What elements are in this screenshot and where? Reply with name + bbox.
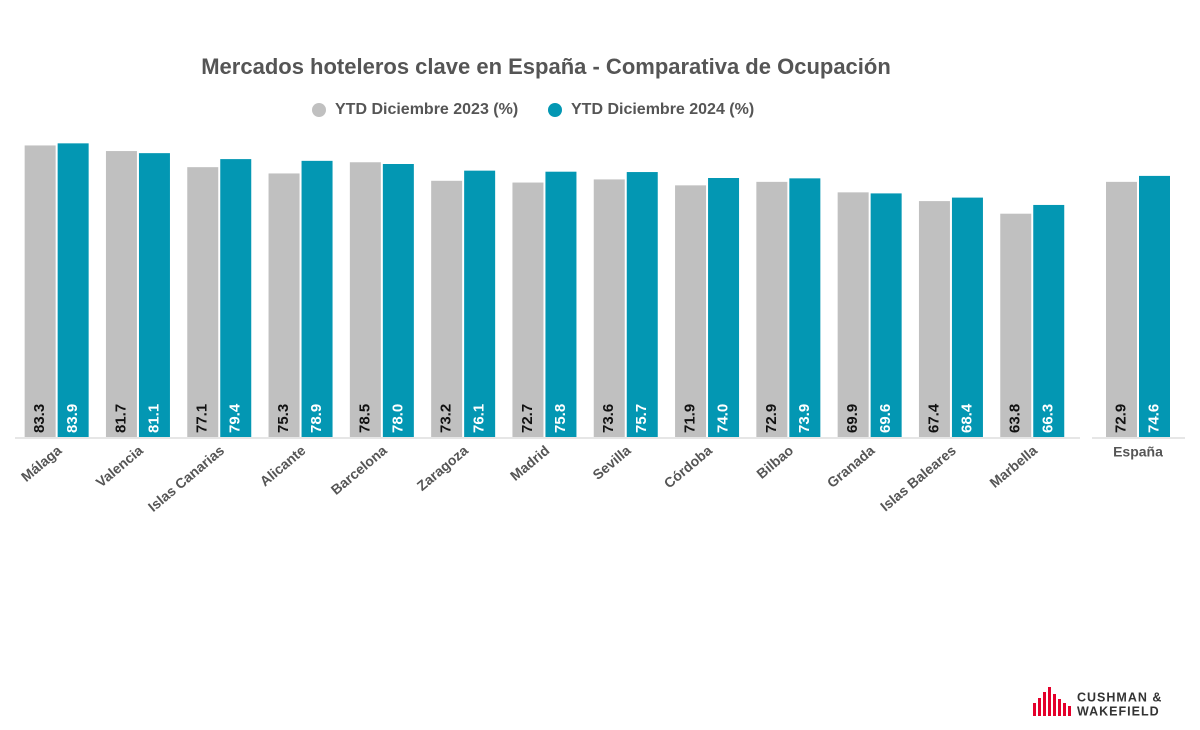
x-tick-label: Barcelona (328, 442, 390, 498)
x-tick-label: Sevilla (589, 442, 633, 483)
x-tick-label: Bilbao (753, 442, 796, 482)
bar (24, 145, 56, 437)
bar (626, 172, 658, 438)
bar (756, 181, 788, 437)
value-label: 75.7 (633, 404, 650, 433)
bar (708, 178, 740, 437)
value-label: 75.8 (552, 404, 569, 433)
logo-text: CUSHMAN & (1077, 690, 1162, 704)
logo: CUSHMAN & WAKEFIELD (1033, 687, 1162, 718)
x-tick-label: Córdoba (661, 442, 716, 491)
value-label: 74.0 (715, 404, 732, 433)
bar (57, 143, 89, 437)
bar (349, 162, 381, 437)
chart-title: Mercados hoteleros clave en España - Com… (201, 54, 891, 79)
bar (593, 179, 625, 437)
value-label: 69.6 (877, 404, 894, 433)
value-label: 68.4 (958, 403, 975, 433)
value-label: 83.9 (64, 404, 81, 433)
bar (187, 167, 219, 437)
bar (138, 153, 170, 437)
x-tick-label: Alicante (256, 442, 308, 489)
value-label: 67.4 (925, 403, 942, 433)
bar (1139, 175, 1170, 437)
value-label: 63.8 (1007, 404, 1024, 433)
x-tick-label: Marbella (986, 442, 1040, 491)
value-label: 81.7 (112, 404, 129, 433)
x-tick-label: Málaga (18, 442, 65, 485)
bar (870, 193, 902, 437)
x-tick-label: España (1113, 444, 1163, 460)
bar (268, 173, 300, 437)
value-label: 83.3 (31, 404, 48, 433)
bar (1033, 204, 1065, 437)
value-label: 81.1 (145, 404, 162, 433)
x-tick-label: Valencia (93, 442, 146, 490)
bar (918, 201, 950, 437)
value-label: 73.9 (796, 404, 813, 433)
bar (512, 182, 544, 437)
bar (1000, 213, 1032, 437)
x-tick-label: Madrid (507, 442, 552, 484)
bar (789, 178, 821, 437)
legend-label: YTD Diciembre 2023 (%) (335, 101, 518, 118)
legend-label: YTD Diciembre 2024 (%) (571, 101, 754, 118)
bar (431, 180, 463, 438)
value-label: 75.3 (275, 404, 292, 433)
legend-marker (548, 103, 562, 117)
value-label: 76.1 (471, 404, 488, 433)
value-label: 73.6 (600, 404, 617, 433)
value-label: 79.4 (227, 403, 244, 433)
bar (675, 185, 707, 437)
bar (545, 171, 577, 437)
value-label: 72.9 (763, 404, 780, 433)
value-label: 72.7 (519, 404, 536, 433)
value-label: 73.2 (438, 404, 455, 433)
value-label: 78.5 (356, 404, 373, 433)
x-tick-label: Islas Canarias (145, 442, 228, 515)
logo-text: WAKEFIELD (1077, 704, 1160, 718)
bar (382, 164, 414, 437)
value-label: 66.3 (1040, 404, 1057, 433)
legend-marker (312, 103, 326, 117)
bar (105, 151, 137, 438)
value-label: 78.9 (308, 404, 325, 433)
bar (464, 170, 496, 437)
bar (951, 197, 983, 437)
value-label: 71.9 (682, 404, 699, 433)
x-tick-label: Granada (824, 442, 878, 491)
legend: YTD Diciembre 2023 (%) YTD Diciembre 2024… (312, 101, 754, 118)
value-label: 69.9 (844, 404, 861, 433)
bar (837, 192, 869, 437)
bar (301, 160, 333, 437)
value-label: 78.0 (389, 404, 406, 433)
x-tick-label: Zaragoza (414, 442, 472, 494)
value-label: 74.6 (1145, 404, 1162, 433)
value-label: 72.9 (1112, 404, 1129, 433)
bar (1106, 181, 1137, 437)
value-label: 77.1 (194, 404, 211, 433)
x-tick-label: Islas Baleares (877, 442, 959, 514)
bar (220, 159, 252, 437)
logo-icon (1033, 687, 1071, 716)
